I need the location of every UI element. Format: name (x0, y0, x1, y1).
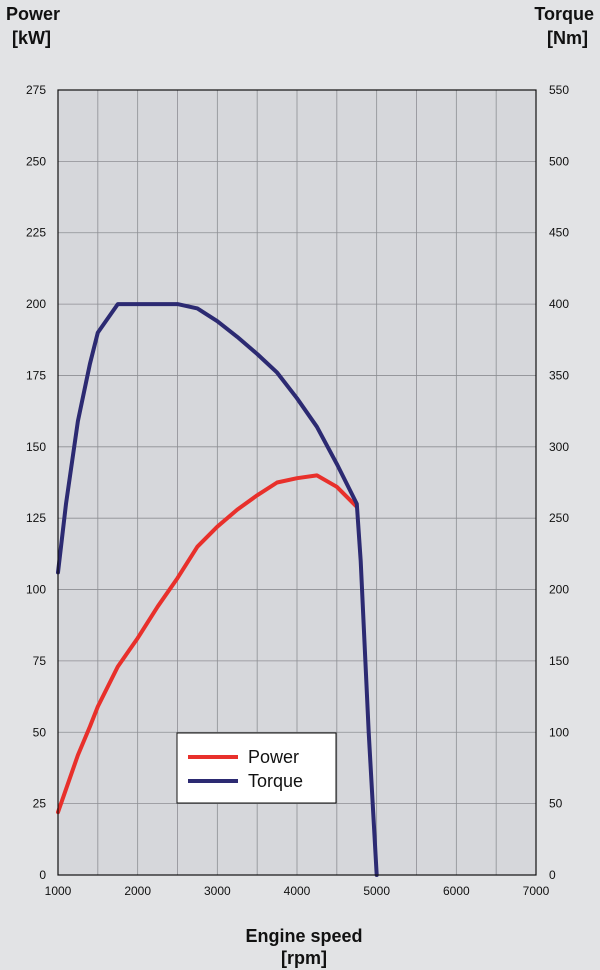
right-axis-title: Torque (534, 4, 594, 24)
x-tick-label: 4000 (284, 884, 311, 898)
legend-power-label: Power (248, 747, 299, 767)
right-tick-label: 150 (549, 654, 569, 668)
right-tick-label: 100 (549, 725, 569, 739)
right-tick-label: 500 (549, 154, 569, 168)
x-tick-label: 2000 (124, 884, 151, 898)
left-tick-label: 50 (33, 725, 47, 739)
x-tick-label: 6000 (443, 884, 470, 898)
x-tick-label: 1000 (45, 884, 72, 898)
left-axis-title: Power (6, 4, 60, 24)
left-tick-label: 175 (26, 368, 46, 382)
left-axis-unit: [kW] (12, 28, 51, 48)
left-tick-label: 25 (33, 797, 47, 811)
right-tick-label: 200 (549, 583, 569, 597)
right-tick-label: 300 (549, 440, 569, 454)
right-tick-label: 0 (549, 868, 556, 882)
legend-torque-label: Torque (248, 771, 303, 791)
tick-labels: 0 25 50 75 100 125 150 175 200 225 250 275 0 50 100 150… (26, 83, 569, 898)
left-tick-label: 225 (26, 226, 46, 240)
right-tick-label: 450 (549, 226, 569, 240)
right-tick-label: 400 (549, 297, 569, 311)
legend: Power Torque (176, 732, 337, 804)
left-tick-label: 200 (26, 297, 46, 311)
right-axis-unit: [Nm] (547, 28, 588, 48)
left-tick-label: 250 (26, 154, 46, 168)
left-tick-label: 100 (26, 583, 46, 597)
series-line-torque (56, 302, 379, 877)
right-tick-label: 350 (549, 368, 569, 382)
legend-box (176, 732, 337, 804)
left-tick-label: 0 (39, 868, 46, 882)
right-tick-label: 50 (549, 797, 563, 811)
series-line-power (56, 473, 359, 815)
x-axis-title: Engine speed (245, 926, 362, 946)
right-tick-label: 550 (549, 83, 569, 97)
series-lines (56, 302, 379, 877)
left-tick-label: 275 (26, 83, 46, 97)
x-tick-label: 7000 (523, 884, 550, 898)
plot-frame (57, 89, 537, 876)
grid (58, 90, 536, 875)
left-tick-label: 150 (26, 440, 46, 454)
x-tick-label: 5000 (363, 884, 390, 898)
left-tick-label: 125 (26, 511, 46, 525)
x-axis-unit: [rpm] (281, 948, 327, 968)
x-tick-label: 3000 (204, 884, 231, 898)
left-tick-label: 75 (33, 654, 47, 668)
right-tick-label: 250 (549, 511, 569, 525)
